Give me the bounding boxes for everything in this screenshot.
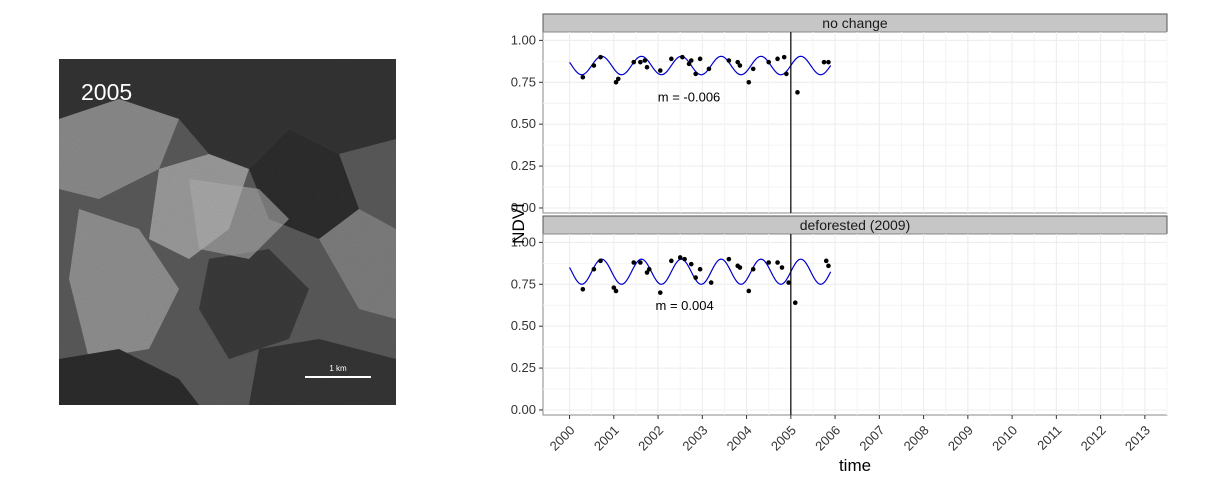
data-point xyxy=(657,68,663,73)
data-point xyxy=(795,90,800,95)
y-tick-label: 0.00 xyxy=(511,200,536,215)
data-point xyxy=(746,288,752,294)
data-point xyxy=(669,258,674,264)
x-tick-label: 2004 xyxy=(724,423,755,454)
x-tick-label: 2012 xyxy=(1078,423,1109,454)
data-point xyxy=(826,263,831,269)
scale-bar xyxy=(305,376,371,378)
data-point xyxy=(697,266,703,272)
satellite-image-panel: 2005 1 km xyxy=(59,59,396,405)
data-point xyxy=(726,256,732,262)
data-point xyxy=(613,288,619,294)
data-point xyxy=(598,258,603,264)
data-point xyxy=(766,260,772,265)
y-tick-label: 0.25 xyxy=(511,158,536,173)
data-point xyxy=(631,260,637,265)
x-tick-label: 2009 xyxy=(945,423,976,454)
data-point xyxy=(644,64,650,70)
x-tick-label: 2000 xyxy=(547,423,578,454)
data-point xyxy=(642,58,648,63)
data-point xyxy=(611,285,617,290)
x-tick-label: 2005 xyxy=(768,423,799,454)
y-tick-label: 0.50 xyxy=(511,318,536,333)
data-point xyxy=(693,71,698,77)
plot-panel xyxy=(542,31,1168,214)
data-point xyxy=(580,74,586,80)
data-point xyxy=(781,54,787,60)
y-tick-label: 0.50 xyxy=(511,116,536,131)
plot-panel xyxy=(542,233,1168,416)
fit-line xyxy=(569,258,832,285)
data-point xyxy=(826,59,831,65)
x-tick-label: 2006 xyxy=(812,423,843,454)
data-point xyxy=(737,265,743,270)
data-point xyxy=(726,58,732,63)
x-tick-label: 2008 xyxy=(901,423,932,454)
data-point xyxy=(598,54,603,60)
data-point xyxy=(779,265,785,270)
data-point xyxy=(775,56,780,62)
data-point xyxy=(631,59,637,65)
data-point xyxy=(682,256,687,262)
y-tick-label: 0.00 xyxy=(511,402,536,417)
data-point xyxy=(750,266,756,272)
data-point xyxy=(750,66,756,72)
data-point xyxy=(638,260,643,265)
data-point xyxy=(646,266,652,272)
data-point xyxy=(613,79,619,85)
y-tick-label: 0.25 xyxy=(511,360,536,375)
satellite-year-label: 2005 xyxy=(81,79,133,105)
fit-line xyxy=(569,55,832,76)
data-point xyxy=(580,287,586,292)
data-point xyxy=(737,63,743,68)
data-point xyxy=(735,59,741,65)
data-point xyxy=(775,260,780,265)
data-point xyxy=(657,290,663,295)
slope-annotation: m = 0.004 xyxy=(656,298,714,313)
data-point xyxy=(638,59,643,65)
data-point xyxy=(766,59,772,65)
data-point xyxy=(680,54,685,60)
data-point xyxy=(784,71,789,77)
data-point xyxy=(591,266,597,272)
data-point xyxy=(686,61,692,67)
facet-strip-label: no change xyxy=(822,15,888,31)
x-tick-label: 2011 xyxy=(1034,423,1064,453)
satellite-image xyxy=(59,59,396,405)
x-axis-title: time xyxy=(839,456,871,475)
data-point xyxy=(591,63,597,68)
x-tick-label: 2001 xyxy=(591,423,622,454)
data-point xyxy=(821,59,827,65)
x-tick-label: 2002 xyxy=(635,423,666,454)
x-tick-label: 2010 xyxy=(989,423,1020,454)
data-point xyxy=(688,261,694,267)
data-point xyxy=(688,58,694,63)
data-point xyxy=(746,79,752,85)
x-tick-label: 2003 xyxy=(679,423,710,454)
y-tick-label: 0.75 xyxy=(511,276,536,291)
data-point xyxy=(708,280,714,285)
data-point xyxy=(706,66,712,72)
facet-strip-label: deforested (2009) xyxy=(800,217,911,233)
data-point xyxy=(615,76,621,82)
y-tick-label: 1.00 xyxy=(511,32,536,47)
data-point xyxy=(693,275,698,280)
slope-annotation: m = -0.006 xyxy=(658,89,721,104)
data-point xyxy=(786,280,791,285)
y-tick-label: 1.00 xyxy=(511,234,536,249)
x-tick-label: 2013 xyxy=(1122,423,1153,454)
data-point xyxy=(697,56,703,62)
x-tick-label: 2007 xyxy=(856,423,887,454)
data-point xyxy=(823,258,829,264)
data-point xyxy=(669,56,674,62)
data-point xyxy=(644,270,650,275)
scale-bar-label: 1 km xyxy=(329,364,347,373)
data-point xyxy=(792,300,798,306)
y-axis-title: NDVI xyxy=(509,203,528,244)
data-point xyxy=(677,255,683,260)
y-tick-label: 0.75 xyxy=(511,74,536,89)
